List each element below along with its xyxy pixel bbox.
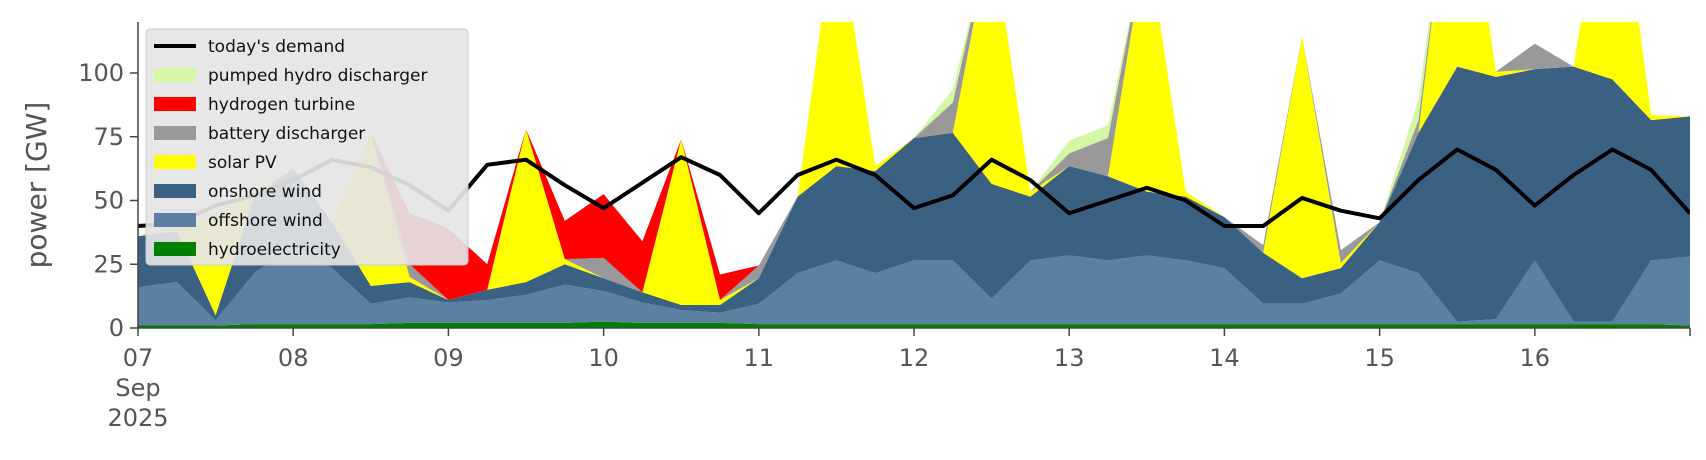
y-axis-label: power [GW] bbox=[20, 102, 53, 269]
x-tick-label: 15 bbox=[1364, 344, 1395, 372]
x-tick-label: 07 Sep 2025 bbox=[107, 344, 168, 432]
legend-swatch-onshore-wind bbox=[154, 184, 196, 198]
area-hydroelectricity bbox=[138, 321, 1690, 328]
x-tick-label: 12 bbox=[899, 344, 930, 372]
area-battery-discharger bbox=[138, 22, 1690, 300]
x-tick-label: 10 bbox=[588, 344, 619, 372]
legend-label-pumped-hydro-discharger: pumped hydro discharger bbox=[208, 66, 427, 86]
legend-swatch-offshore-wind bbox=[154, 213, 196, 227]
area-onshore-wind bbox=[138, 66, 1690, 322]
axes: 0 25 50 75 100 07 Sep 2025 08 09 10 11 12 13 14 15 16 pow… bbox=[20, 22, 1691, 432]
legend-label-hydroelectricity: hydroelectricity bbox=[208, 240, 341, 260]
x-tick-label: 11 bbox=[744, 344, 775, 372]
legend-box bbox=[145, 28, 469, 266]
y-tick-label: 25 bbox=[93, 250, 124, 278]
legend-swatch-hydroelectricity bbox=[154, 242, 196, 256]
y-tick-label: 75 bbox=[93, 123, 124, 151]
legend-swatch-pumped-hydro-discharger bbox=[154, 68, 196, 82]
x-tick-label: 13 bbox=[1054, 344, 1085, 372]
area-offshore-wind bbox=[138, 245, 1690, 326]
x-tick-label: 16 bbox=[1520, 344, 1551, 372]
legend-label-onshore-wind: onshore wind bbox=[208, 182, 322, 202]
legend-label-battery-discharger: battery discharger bbox=[208, 124, 365, 144]
y-tick-label: 50 bbox=[93, 187, 124, 215]
legend-swatch-battery-discharger bbox=[154, 126, 196, 140]
legend-swatch-solar-pv bbox=[154, 155, 196, 169]
x-tick-label: 08 bbox=[278, 344, 309, 372]
legend-label-offshore-wind: offshore wind bbox=[208, 211, 323, 231]
x-tick-label: 09 bbox=[433, 344, 464, 372]
area-solar-pv bbox=[138, 22, 1690, 316]
legend-label-solar-pv: solar PV bbox=[208, 153, 277, 173]
area-layer bbox=[138, 22, 1690, 328]
legend: today's demand pumped hydro discharger hyd… bbox=[145, 28, 469, 266]
legend-swatch-hydrogen-turbine bbox=[154, 97, 196, 111]
x-tick-label: 14 bbox=[1209, 344, 1240, 372]
y-tick-label: 100 bbox=[78, 59, 124, 87]
y-tick-label: 0 bbox=[109, 314, 124, 342]
legend-label-hydrogen-turbine: hydrogen turbine bbox=[208, 95, 355, 115]
legend-label-today-s-demand: today's demand bbox=[208, 37, 345, 57]
